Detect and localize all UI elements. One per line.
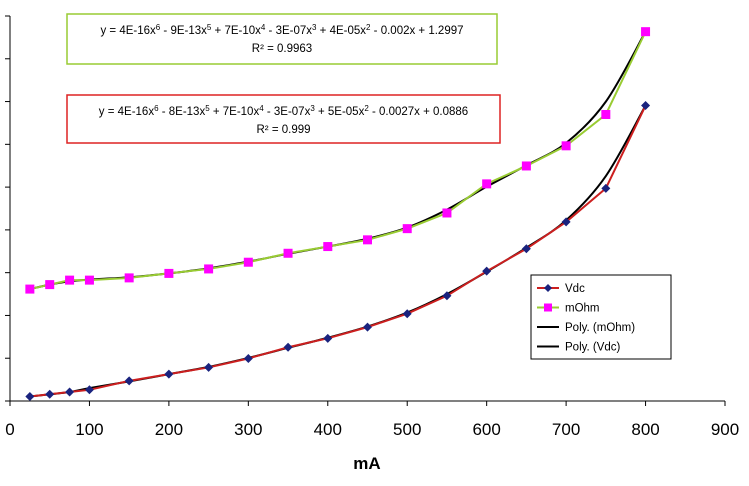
equation-exponent: 3 [310, 104, 315, 113]
equation-term: + 5E-05x [315, 106, 365, 118]
data-point-vdc [482, 266, 492, 276]
equation-exponent: 5 [205, 104, 210, 113]
trendline-mohm [29, 31, 647, 291]
data-point-mohm [164, 268, 174, 278]
data-point-mohm [84, 275, 94, 285]
data-point-vdc [363, 322, 372, 332]
data-point-vdc [442, 291, 452, 301]
data-point-vdc [204, 362, 214, 372]
x-tick-label: 0 [5, 420, 14, 439]
data-point-mohm [521, 161, 531, 171]
equation-term: y = 4E-16x [99, 106, 155, 118]
equation-exponent: 4 [259, 104, 264, 113]
equation-annotations: y = 4E-16x6 - 9E-13x5 + 7E-10x4 - 3E-07x… [66, 13, 501, 144]
x-tick-label: 500 [393, 420, 421, 439]
data-point-vdc [561, 217, 571, 227]
x-axis-title: mA [353, 454, 380, 473]
equation-box-vdc-fit: y = 4E-16x6 - 8E-13x5 + 7E-10x4 - 3E-07x… [66, 94, 501, 144]
legend-marker [544, 303, 552, 312]
x-tick-label: 200 [155, 420, 183, 439]
r-squared-text: R² = 0.9963 [252, 43, 312, 55]
data-point-vdc [601, 183, 611, 193]
data-point-mohm [641, 27, 651, 37]
equation-term: - 9E-13x [160, 25, 207, 37]
x-tick-label: 300 [234, 420, 262, 439]
data-point-vdc [402, 309, 412, 319]
x-tick-label: 100 [75, 420, 103, 439]
data-point-vdc [521, 244, 531, 254]
data-point-vdc [84, 385, 94, 395]
legend: Vdc mOhm Poly. (mOhm) Poly. (Vdc) [530, 274, 672, 360]
equation-box-border [66, 13, 498, 65]
equation-exponent: 2 [364, 104, 369, 113]
x-tick-label: 700 [552, 420, 580, 439]
data-point-mohm [601, 109, 611, 119]
equation-term: + 4E-05x [316, 25, 366, 37]
equation-term: - 8E-13x [159, 106, 206, 118]
equation-term: - 0.002x + 1.2997 [370, 25, 463, 37]
data-point-mohm [204, 264, 214, 274]
equation-term: - 0.0027x + 0.0886 [369, 106, 468, 118]
data-point-mohm [283, 248, 293, 258]
data-point-mohm [363, 235, 372, 245]
equation-box-mohm-fit: y = 4E-16x6 - 9E-13x5 + 7E-10x4 - 3E-07x… [66, 13, 498, 65]
data-point-mohm [243, 257, 253, 267]
data-point-mohm [442, 208, 452, 218]
r-squared-text: R² = 0.999 [256, 124, 310, 136]
equation-text: y = 4E-16x6 - 8E-13x5 + 7E-10x4 - 3E-07x… [99, 104, 468, 119]
data-point-mohm [124, 273, 134, 283]
x-tick-label: 600 [472, 420, 500, 439]
data-point-vdc [45, 389, 55, 399]
data-point-mohm [25, 284, 35, 294]
equation-exponent: 3 [312, 23, 317, 32]
data-point-mohm [45, 280, 55, 290]
equation-exponent: 6 [154, 104, 159, 113]
data-point-vdc [323, 333, 333, 343]
x-axis-ticks: 0 100 200 300 400 500 600 700 800 900 [5, 401, 739, 439]
equation-text: y = 4E-16x6 - 9E-13x5 + 7E-10x4 - 3E-07x… [100, 23, 463, 38]
axes [5, 15, 725, 402]
equation-exponent: 2 [366, 23, 371, 32]
x-tick-label: 400 [314, 420, 342, 439]
data-point-mohm [482, 179, 492, 189]
x-tick-label: 800 [631, 420, 659, 439]
equation-exponent: 4 [261, 23, 266, 32]
data-point-mohm [561, 141, 571, 151]
legend-label: Vdc [565, 283, 585, 295]
data-point-mohm [402, 224, 412, 234]
series-line-mohm [29, 31, 647, 291]
equation-exponent: 5 [207, 23, 212, 32]
equation-exponent: 6 [156, 23, 161, 32]
equation-term: y = 4E-16x [100, 25, 156, 37]
equation-term: - 3E-07x [265, 25, 312, 37]
data-point-vdc [164, 369, 174, 379]
data-point-vdc [124, 376, 134, 386]
legend-label: mOhm [565, 303, 600, 315]
equation-term: - 3E-07x [264, 106, 311, 118]
data-point-vdc [283, 342, 293, 352]
data-point-vdc [65, 387, 75, 397]
series-layer [25, 27, 651, 402]
data-point-vdc [25, 392, 35, 402]
data-point-mohm [65, 275, 75, 285]
legend-label: Poly. (Vdc) [565, 342, 621, 354]
equation-term: + 7E-10x [211, 25, 261, 37]
legend-label: Poly. (mOhm) [565, 322, 635, 334]
equation-box-border [66, 94, 501, 144]
data-point-vdc [243, 353, 253, 363]
data-point-mohm [323, 242, 333, 252]
legend-marker [544, 284, 552, 292]
data-point-vdc [641, 101, 651, 111]
equation-term: + 7E-10x [210, 106, 260, 118]
x-tick-label: 900 [711, 420, 739, 439]
